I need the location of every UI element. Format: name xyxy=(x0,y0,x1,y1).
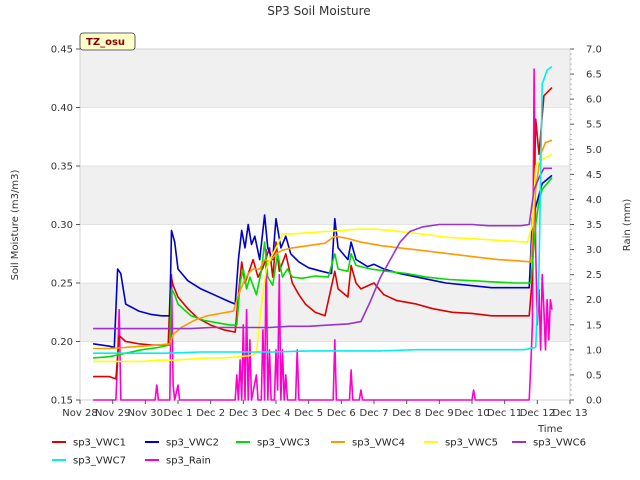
y2-tick-label: 0.0 xyxy=(586,396,602,407)
series-layer xyxy=(92,65,553,401)
y2-tick-label: 7.0 xyxy=(586,45,602,56)
x-tick-label: Nov 29 xyxy=(95,408,130,419)
y-tick-label: 0.15 xyxy=(51,396,73,407)
series-line-sp3-vwc3 xyxy=(93,177,553,359)
y2-tick-label: 4.5 xyxy=(586,170,602,181)
x-tick-label: Nov 30 xyxy=(128,408,163,419)
y2-tick-label: 3.0 xyxy=(586,245,602,256)
y2-tick-label: 5.5 xyxy=(586,120,602,131)
y-tick-label: 0.40 xyxy=(51,103,73,114)
legend-label: sp3_VWC2 xyxy=(166,438,219,449)
legend-label: sp3_VWC3 xyxy=(257,438,310,449)
series-line-sp3-vwc4 xyxy=(93,139,553,350)
legend-label: sp3_VWC6 xyxy=(533,438,586,449)
legend-item: sp3_VWC6 xyxy=(512,438,586,449)
plot-background-bands xyxy=(80,49,570,342)
legend-label: sp3_VWC1 xyxy=(73,438,126,449)
y2-tick-label: 2.5 xyxy=(586,270,602,281)
legend-item: sp3_VWC2 xyxy=(145,438,219,449)
legend-item: sp3_Rain xyxy=(145,456,211,467)
x-tick-label: Dec 7 xyxy=(360,408,389,419)
x-tick-label: Dec 11 xyxy=(487,408,522,419)
background-band xyxy=(80,49,570,108)
site-label-background xyxy=(79,32,136,51)
y2-tick-label: 1.0 xyxy=(586,345,602,356)
legend-item: sp3_VWC7 xyxy=(52,456,126,467)
y2-axis-title: Rain (mm) xyxy=(622,199,633,252)
series-line-sp3-vwc6 xyxy=(93,167,552,330)
legend-item: sp3_VWC1 xyxy=(52,438,126,449)
y-axis-right: 0.0 0.5 1.0 1.5 2.0 2.5 3.0 3.5 4.0 4.5 5.0 5.5 6.0 6… xyxy=(570,45,602,407)
legend-item: sp3_VWC3 xyxy=(236,438,310,449)
x-tick-label: Dec 13 xyxy=(552,408,587,419)
y-tick-label: 0.35 xyxy=(51,162,73,173)
x-axis-title: Time xyxy=(537,424,562,435)
y2-tick-label: 6.0 xyxy=(586,95,602,106)
y2-tick-label: 5.0 xyxy=(586,145,602,156)
legend-label: sp3_Rain xyxy=(166,456,211,467)
y2-tick-label: 2.0 xyxy=(586,295,602,306)
background-band xyxy=(80,166,570,225)
site-label-box: TZ_osu xyxy=(79,32,136,51)
x-tick-label: Dec 1 xyxy=(164,408,193,419)
y-tick-label: 0.30 xyxy=(51,220,73,231)
y2-tick-label: 1.5 xyxy=(586,320,602,331)
site-label: TZ_osu xyxy=(86,37,125,48)
chart-title: SP3 Soil Moisture xyxy=(267,4,370,18)
series-line-sp3-rain xyxy=(93,68,553,401)
y-axis-left: 0.15 0.20 0.25 0.30 0.35 0.40 0.45 xyxy=(51,45,80,407)
x-tick-label: Dec 5 xyxy=(294,408,323,419)
x-tick-label: Dec 8 xyxy=(392,408,421,419)
y2-tick-label: 3.5 xyxy=(586,220,602,231)
legend: sp3_VWC1 sp3_VWC2 sp3_VWC3 sp3_VWC4 sp3_VWC5… xyxy=(52,438,586,467)
legend-label: sp3_VWC4 xyxy=(352,438,405,449)
y-tick-label: 0.20 xyxy=(51,337,73,348)
series-line-sp3-vwc1 xyxy=(93,87,553,380)
legend-item: sp3_VWC4 xyxy=(331,438,405,449)
x-tick-label: Dec 3 xyxy=(229,408,258,419)
x-tick-label: Dec 10 xyxy=(454,408,489,419)
y-tick-label: 0.25 xyxy=(51,279,73,290)
x-tick-label: Dec 12 xyxy=(520,408,555,419)
x-tick-label: Dec 6 xyxy=(327,408,356,419)
legend-item: sp3_VWC5 xyxy=(424,438,498,449)
legend-label: sp3_VWC5 xyxy=(445,438,498,449)
x-tick-label: Dec 2 xyxy=(196,408,225,419)
legend-label: sp3_VWC7 xyxy=(73,456,126,467)
series-line-sp3-vwc2 xyxy=(92,174,553,349)
y2-tick-label: 4.0 xyxy=(586,195,602,206)
y-tick-label: 0.45 xyxy=(51,45,73,56)
x-tick-label: Dec 9 xyxy=(425,408,454,419)
series-line-sp3-vwc7 xyxy=(93,65,553,354)
y-axis-title: Soil Moisture (m3/m3) xyxy=(10,170,21,281)
y2-tick-label: 0.5 xyxy=(586,370,602,381)
series-line-sp3-vwc5 xyxy=(93,153,553,363)
x-tick-label: Nov 28 xyxy=(62,408,97,419)
y2-tick-label: 6.5 xyxy=(586,70,602,81)
x-tick-label: Dec 4 xyxy=(262,408,291,419)
